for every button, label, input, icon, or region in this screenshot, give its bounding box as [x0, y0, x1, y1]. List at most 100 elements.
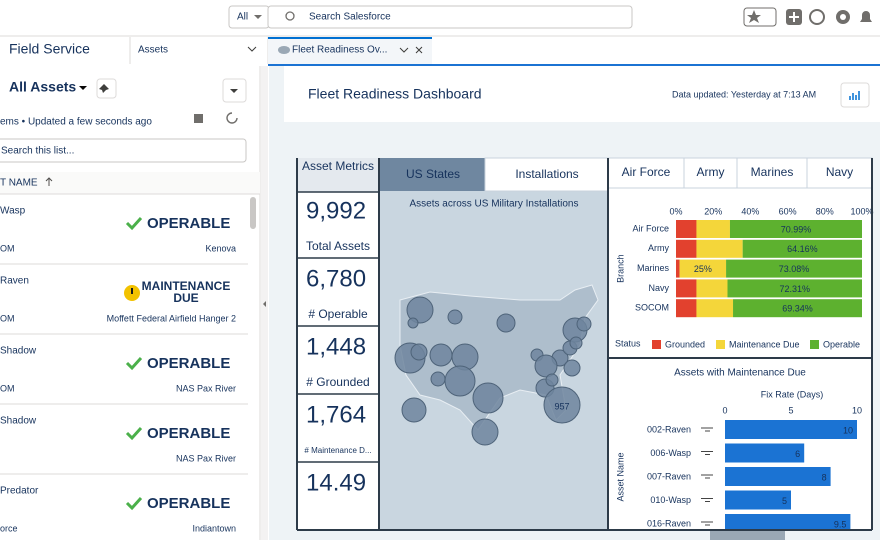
status: OPERABLE [147, 495, 230, 512]
list-panel [0, 66, 260, 540]
close-tab[interactable] [415, 46, 423, 54]
asset-name[interactable]: Raven [0, 276, 29, 287]
row-icon [701, 498, 713, 502]
check-icon [125, 496, 143, 511]
metric-value: 1,764 [306, 401, 366, 428]
metric-value: 14.49 [306, 469, 366, 496]
branch-tab[interactable] [683, 157, 738, 189]
value-label: 69.34% [782, 304, 813, 314]
search-icon [285, 11, 295, 21]
status: OPERABLE [147, 425, 230, 442]
tab-label: Fleet Readiness Ov... [292, 45, 387, 56]
asset-name[interactable]: Shadow [0, 416, 37, 427]
y-axis-label: Branch [615, 254, 625, 283]
branch-tab-label: Marines [751, 165, 794, 179]
tab-icon [278, 46, 290, 54]
bar-segment [676, 239, 697, 258]
branch-tab[interactable] [607, 157, 685, 189]
bubble [563, 359, 581, 377]
column-label[interactable]: T NAME [0, 178, 38, 189]
bubble [471, 418, 499, 446]
chart-button[interactable] [840, 82, 870, 108]
metric-value: 6,780 [306, 265, 366, 292]
bubble-label: 957 [554, 401, 569, 411]
y-tick-label: 006-Wasp [650, 448, 691, 458]
status: OPERABLE [147, 215, 230, 232]
y-tick-label: 016-Raven [647, 518, 691, 528]
notifications[interactable] [860, 11, 872, 22]
y-tick-label: 007-Raven [647, 471, 691, 481]
row-icon [701, 474, 713, 479]
map-tab-label: US States [406, 167, 460, 181]
scrollbar[interactable] [250, 197, 256, 229]
plus-icon [789, 12, 799, 22]
legend-label: Operable [823, 339, 860, 349]
active-tab[interactable] [268, 37, 432, 64]
list-title: All Assets [9, 79, 76, 95]
metric-label: # Operable [308, 307, 368, 321]
y-tick-label: Navy [648, 283, 669, 293]
check-icon [125, 216, 143, 231]
status: OPERABLE [147, 355, 230, 372]
bar-segment [729, 220, 862, 238]
caret [230, 89, 238, 93]
x-tick-label: 100% [850, 206, 873, 216]
y-axis-label: Asset Name [615, 452, 625, 501]
map-tab[interactable] [484, 157, 609, 192]
bar-segment [676, 279, 697, 298]
bubble [401, 397, 427, 423]
updated-text: Data updated: Yesterday at 7:13 AM [672, 89, 816, 99]
list-search-placeholder: Search this list... [1, 146, 74, 157]
bar-segment [696, 220, 730, 238]
bubble [496, 313, 516, 333]
nav-tab[interactable]: Assets [138, 45, 168, 56]
map-tab-active[interactable] [380, 158, 485, 191]
scope-label: All [237, 12, 248, 23]
branch-tab[interactable] [806, 157, 873, 189]
nav-bar [0, 37, 880, 64]
branch-tabs: Air Force Army Marines Navy [607, 157, 873, 189]
map-title: Assets across US Military Installations [410, 199, 579, 210]
status: MAINTENANCE [142, 279, 231, 293]
bar-segment [676, 259, 680, 278]
scope-select[interactable] [228, 5, 270, 29]
bar-segment [726, 259, 862, 278]
favorites[interactable] [743, 7, 777, 27]
x-tick-label: 80% [816, 206, 834, 216]
sort-icon [45, 177, 53, 186]
asset-name[interactable]: Predator [0, 486, 39, 497]
refresh[interactable] [226, 112, 238, 124]
chevron[interactable] [399, 47, 409, 53]
bar-segment [696, 299, 734, 318]
bar [725, 490, 791, 510]
bar-segment [727, 279, 862, 298]
caret[interactable] [79, 86, 87, 90]
y-tick-label: Air Force [632, 223, 669, 233]
help-button[interactable] [809, 9, 825, 25]
search-box[interactable] [267, 5, 633, 29]
bubble [429, 343, 453, 367]
y-tick-label: 010-Wasp [650, 495, 691, 505]
x-axis-label: Fix Rate (Days) [761, 389, 824, 399]
asset-name[interactable]: Shadow [0, 346, 37, 357]
bubble [406, 296, 434, 324]
asset-type: OM [0, 383, 15, 393]
chart-title: Assets with Maintenance Due [674, 368, 806, 379]
value-label: 70.99% [781, 224, 812, 234]
x-tick-label: 20% [704, 206, 722, 216]
metrics: 9,992 Total Assets 6,780 # Operable 1,448 # G… [304, 197, 371, 496]
app-name: Field Service [9, 41, 90, 57]
legend-title: Status [615, 338, 641, 348]
y-tick-label: Army [648, 243, 669, 253]
check-icon [125, 356, 143, 371]
dashboard-title: Fleet Readiness Dashboard [308, 86, 482, 102]
display-as[interactable] [194, 114, 203, 123]
location: NAS Pax River [176, 383, 236, 393]
list-search[interactable] [0, 138, 247, 163]
bar [725, 467, 831, 486]
readiness-chart: 0% 20% 40% 60% 80% 100% Air Force Army Marines Na… [615, 206, 874, 349]
chevron[interactable] [247, 46, 257, 52]
asset-name[interactable]: Wasp [0, 206, 26, 217]
